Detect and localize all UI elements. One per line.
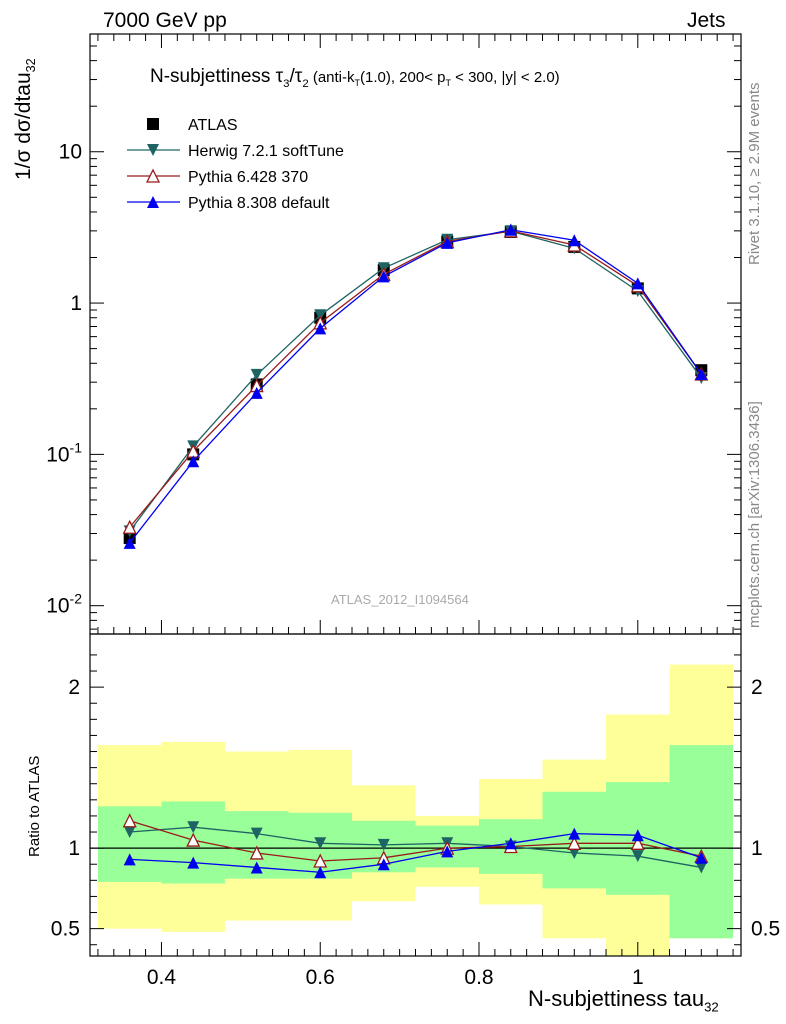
ratio-point-herwig-7-2-1-softtune xyxy=(377,838,390,851)
ratio-point-pythia-6-428-370 xyxy=(630,835,645,850)
main-line-pythia-6-428-370 xyxy=(129,230,702,528)
x-tick-label: 0.6 xyxy=(306,966,335,989)
y-axis-label: 1/σ dσ/dtau32 xyxy=(12,58,39,180)
mcplots-label: mcplots.cern.ch [arXiv:1306.3436] xyxy=(746,401,763,628)
ratio-y-tick-label: 1 xyxy=(68,837,80,860)
ratio-line-herwig-7-2-1-softtune xyxy=(129,826,702,869)
legend-marker xyxy=(145,168,161,183)
ratio-point-pythia-8-308-default xyxy=(631,829,644,842)
main-point-pythia-8-308-default xyxy=(568,234,581,247)
ratio-point-pythia-6-428-370 xyxy=(567,835,582,850)
ratio-point-herwig-7-2-1-softtune xyxy=(123,826,136,839)
main-line-herwig-7-2-1-softtune xyxy=(129,230,702,532)
x-axis-label: N-subjettiness tau32 xyxy=(528,986,719,1015)
legend-marker xyxy=(147,144,159,156)
ratio-y-tick-label: 2 xyxy=(68,676,80,699)
ratio-point-pythia-8-308-default xyxy=(504,837,517,850)
analysis-id: ATLAS_2012_I1094564 xyxy=(331,592,469,607)
legend-label: Herwig 7.2.1 softTune xyxy=(188,143,344,160)
legend-label: Pythia 8.308 default xyxy=(188,195,330,212)
ratio-y-tick-label-right: 2 xyxy=(751,676,763,699)
legend-label: ATLAS xyxy=(188,117,238,134)
ratio-point-pythia-6-428-370 xyxy=(122,813,137,828)
main-point-pythia-8-308-default xyxy=(250,386,263,399)
ratio-line-pythia-6-428-370 xyxy=(129,820,702,862)
main-point-pythia-8-308-default xyxy=(187,455,200,468)
main-point-pythia-8-308-default xyxy=(123,536,136,549)
ratio-point-herwig-7-2-1-softtune xyxy=(250,827,263,840)
title-detail3: < 300, |y| < 2.0) xyxy=(450,69,560,86)
main-y-tick-label: 10 xyxy=(59,141,82,164)
main-point-pythia-8-308-default xyxy=(314,322,327,335)
x-tick-label: 1 xyxy=(632,966,644,989)
ratio-axis-label: Ratio to ATLAS xyxy=(26,755,43,857)
main-point-herwig-7-2-1-softtune xyxy=(250,368,263,381)
title-slash: /τ xyxy=(289,66,303,87)
ratio-y-tick-label-right: 1 xyxy=(751,837,763,860)
ratio-point-herwig-7-2-1-softtune xyxy=(314,837,327,850)
main-point-pythia-6-428-370 xyxy=(122,519,137,534)
plot-title: N-subjettiness τ3/τ2 (anti-kT(1.0), 200<… xyxy=(150,66,560,90)
ratio-point-herwig-7-2-1-softtune xyxy=(187,821,200,834)
ratio-line-pythia-8-308-default xyxy=(129,832,702,873)
ratio-point-pythia-8-308-default xyxy=(377,858,390,871)
legend-marker xyxy=(147,196,159,208)
header-right: Jets xyxy=(687,9,726,32)
ratio-point-pythia-8-308-default xyxy=(123,853,136,866)
main-y-tick-label: 10-1 xyxy=(46,439,82,466)
x-tick-label: 0.4 xyxy=(147,966,177,989)
title-subT1: T xyxy=(354,78,361,88)
title-sub3: 3 xyxy=(283,77,290,90)
rivet-version-label: Rivet 3.1.10, ≥ 2.9M events xyxy=(746,82,763,266)
main-line-pythia-8-308-default xyxy=(129,229,702,544)
main-point-pythia-8-308-default xyxy=(377,270,390,283)
legend-marker xyxy=(147,118,159,130)
legend-label: Pythia 6.428 370 xyxy=(188,169,308,186)
axes-layer: 10-2 10-1 1 10 0.5 0.5 1 1 2 2 0.4 0.6 0.8 1 xyxy=(46,33,780,989)
header-left: 7000 GeV pp xyxy=(103,9,227,32)
title-detail1: (anti-k xyxy=(308,69,355,86)
ratio-point-pythia-8-308-default xyxy=(441,845,454,858)
ratio-band-inner xyxy=(669,745,734,939)
main-point-pythia-8-308-default xyxy=(695,367,708,380)
ratio-y-tick-label: 0.5 xyxy=(51,918,80,941)
main-point-pythia-8-308-default xyxy=(504,223,517,236)
ratio-point-pythia-8-308-default xyxy=(187,856,200,869)
title-subT2: T xyxy=(445,78,451,88)
ratio-point-pythia-8-308-default xyxy=(568,827,581,840)
main-y-tick-label: 1 xyxy=(70,292,82,315)
ratio-point-pythia-8-308-default xyxy=(250,861,263,874)
ratio-series-layer xyxy=(122,813,709,879)
main-point-herwig-7-2-1-softtune xyxy=(314,309,327,322)
title-detail2: (1.0), 200< p xyxy=(360,69,446,86)
main-series-layer xyxy=(122,223,709,549)
title-main: N-subjettiness τ xyxy=(150,66,284,87)
ratio-point-pythia-6-428-370 xyxy=(186,832,201,847)
ratio-point-pythia-8-308-default xyxy=(695,851,708,864)
ratio-point-herwig-7-2-1-softtune xyxy=(695,861,708,874)
x-tick-label: 0.8 xyxy=(464,966,493,989)
ratio-point-herwig-7-2-1-softtune xyxy=(631,850,644,863)
ratio-uncertainty-bands xyxy=(97,664,734,956)
ratio-y-tick-label-right: 0.5 xyxy=(751,918,780,941)
legend: ATLAS Herwig 7.2.1 softTune Pythia 6.428 3… xyxy=(127,117,344,212)
ratio-point-herwig-7-2-1-softtune xyxy=(568,846,581,859)
ratio-point-pythia-8-308-default xyxy=(314,866,327,879)
main-point-pythia-8-308-default xyxy=(631,277,644,290)
main-point-pythia-8-308-default xyxy=(441,236,454,249)
ratio-point-pythia-6-428-370 xyxy=(249,845,264,860)
title-sub2: 2 xyxy=(302,77,309,90)
main-y-tick-label: 10-2 xyxy=(46,591,82,618)
